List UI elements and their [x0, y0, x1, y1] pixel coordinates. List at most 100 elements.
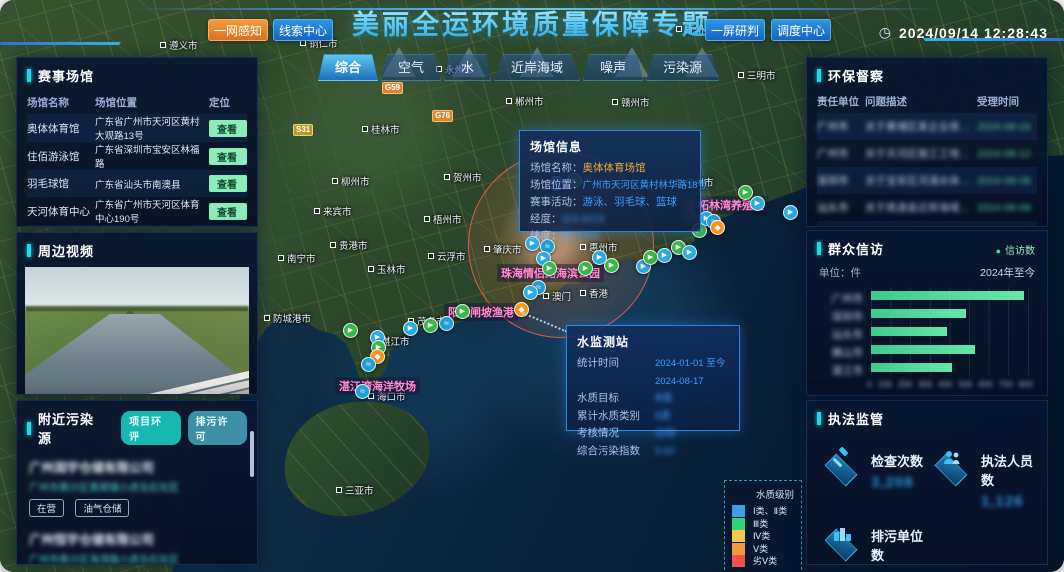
inspection-time: 2024-08-09 — [977, 174, 1031, 187]
map-marker-video-green[interactable]: ▶ — [343, 323, 358, 338]
map-site-label: 湛江湾海洋牧场 — [335, 377, 420, 395]
perception-button[interactable]: 一网感知 — [208, 19, 268, 41]
video-thumbnail[interactable] — [25, 267, 249, 394]
venues-panel: 赛事场馆 场馆名称 场馆位置 定位 奥体体育馆 广东省广州市天河区黄村大观路13… — [16, 57, 258, 227]
venue-row: 奥体体育馆 广东省广州市天河区黄村大观路13号 查看 — [27, 114, 247, 142]
petitions-panel-title: 群众信访 — [828, 242, 885, 257]
map-city-label: 肇庆市 — [484, 242, 522, 256]
stat-label: 排污单位数 — [871, 529, 924, 563]
map-marker-video-green[interactable]: ▶ — [738, 185, 753, 200]
pollution-panel-title: 附近污染源 — [37, 412, 94, 446]
clue-center-button[interactable]: 线索中心 — [273, 19, 333, 41]
map-marker-video-blue[interactable]: ▶ — [783, 205, 798, 220]
buildings-icon — [834, 528, 851, 541]
inspection-row[interactable]: 汕头市 关于南澳县近岸海域养殖污染问题的督察整改上报 2024-08-08 — [817, 194, 1037, 221]
venue-view-button[interactable]: 查看 — [209, 202, 247, 220]
water-popup-class: Ⅱ类 — [655, 409, 671, 422]
bar-category-label: 深圳市 — [831, 311, 864, 323]
map-city-label: 三亚市 — [336, 483, 374, 497]
map-marker-video-blue[interactable]: ▶ — [592, 250, 607, 265]
map-marker-swim[interactable]: ≈ — [355, 384, 370, 399]
map-city-label: 贺州市 — [444, 170, 482, 184]
stat-label: 执法人员数 — [981, 454, 1034, 488]
screen-judge-button[interactable]: 一屏研判 — [705, 19, 765, 41]
map-marker-video-blue[interactable]: ▶ — [682, 245, 697, 260]
pollution-item[interactable]: 广州润宇仓储有限公司 广州市南沙区黄阁镇小虎岛石化区 在营 油气仓储 — [17, 452, 257, 524]
map-marker-video-green[interactable]: ▶ — [455, 304, 470, 319]
venue-popup-activities: 游泳、羽毛球、篮球 — [582, 196, 678, 208]
map-marker-video-blue[interactable]: ▶ — [657, 248, 672, 263]
inspection-row[interactable]: 广州市 关于天河区施工工地噪声超标问题的群众投诉处理 2024-08-12 — [817, 140, 1037, 167]
col-venue-name: 场馆名称 — [27, 96, 69, 109]
water-popup-label: 水质目标 — [577, 392, 619, 404]
tab-air[interactable]: 空气 — [381, 54, 442, 81]
people-icon — [944, 451, 960, 464]
venues-table-header: 场馆名称 场馆位置 定位 — [27, 90, 247, 114]
map-marker-video-blue[interactable]: ▶ — [750, 196, 765, 211]
map-layer-tabs: 综合 空气 水 近岸海域 噪声 污染源 — [318, 54, 720, 81]
map-marker-swim[interactable]: ≈ — [439, 316, 454, 331]
map-marker-water[interactable]: ◆ — [514, 302, 529, 317]
video-sky — [25, 267, 249, 312]
pollution-company-address: 广州市南沙区海湾路小虎岛石化区 — [29, 555, 179, 565]
map-city-label: 梧州市 — [424, 212, 462, 226]
type-tag: 油气仓储 — [75, 499, 130, 517]
venue-location: 广东省深圳市宝安区林福路 — [95, 145, 200, 170]
map-marker-video-blue[interactable]: ▶ — [525, 236, 540, 251]
map-marker-video-blue[interactable]: ▶ — [403, 321, 418, 336]
venue-popup-latitude: 23.1315 — [561, 230, 600, 242]
inspection-time: 2024-08-08 — [977, 201, 1031, 214]
venue-row: 羽毛球馆 广东省汕头市南澳县 查看 — [27, 170, 247, 197]
water-popup-index: 0.62 — [655, 444, 676, 457]
venue-view-button[interactable]: 查看 — [209, 147, 247, 165]
title-bar-accent — [27, 421, 31, 435]
venue-location: 广东省广州市白云区风度路13号 — [95, 225, 205, 226]
permit-filter-button[interactable]: 排污许可 — [187, 411, 247, 445]
map-marker-swim[interactable]: ≈ — [361, 357, 376, 372]
map-marker-video-green[interactable]: ▶ — [542, 261, 557, 276]
petitions-panel: 群众信访 信访数 单位：件 2024年至今 广州市 深圳市 汕头市 佛山市 湛江… — [806, 230, 1048, 396]
map-marker-video-green[interactable]: ▶ — [643, 250, 658, 265]
scrollbar[interactable] — [250, 431, 254, 477]
map-marker-video-green[interactable]: ▶ — [578, 261, 593, 276]
col-unit: 责任单位 — [817, 96, 859, 108]
stat-inspection-count: 检查次数 3,208 — [821, 447, 931, 510]
map-city-label: 惠州市 — [580, 240, 618, 254]
map-marker-video-green[interactable]: ▶ — [604, 258, 619, 273]
bar-category-label: 汕头市 — [831, 329, 864, 341]
venue-view-button[interactable]: 查看 — [209, 175, 247, 192]
title-bar-accent — [27, 244, 31, 257]
venue-name: 天河体育中心 — [27, 205, 90, 218]
tab-water[interactable]: 水 — [444, 54, 492, 81]
map-city-label: 桂林市 — [362, 122, 400, 136]
tab-noise[interactable]: 噪声 — [583, 54, 644, 81]
venue-info-popup: 场馆信息 场馆名称： 奥体体育场馆 场馆位置： 广州市天河区黄村林华路18号 赛事活… — [519, 130, 707, 242]
inspection-table-header: 责任单位 问题描述 受理时间 — [817, 90, 1037, 113]
pollution-panel: 附近污染源 项目环评 排污许可 广州润宇仓储有限公司 广州市南沙区黄阁镇小虎岛石… — [16, 400, 258, 565]
map-marker-video-green[interactable]: ▶ — [423, 318, 438, 333]
inspection-unit: 深圳市 — [817, 175, 849, 187]
tab-comprehensive[interactable]: 综合 — [318, 54, 379, 81]
eia-filter-button[interactable]: 项目环评 — [121, 411, 181, 445]
venue-popup-longitude: 113.4213 — [561, 213, 605, 225]
inspection-row[interactable]: 深圳市 关于宝安区河涌水体异味问题的督察整改情况上报 2024-08-09 — [817, 167, 1037, 194]
inspection-row[interactable]: 广州市 关于黄埔区某企业夜间废气排放扰民问题的举报处理 2024-08-15 — [817, 113, 1037, 140]
datetime-display: ◷ 2024/09/14 12:28:43 — [879, 24, 1048, 41]
tab-pollution-source[interactable]: 污染源 — [646, 54, 720, 81]
legend-swatch — [732, 505, 745, 518]
legend-title: 水质级别 — [755, 490, 794, 501]
map-marker-water[interactable]: ◆ — [710, 220, 725, 235]
water-station-popup: 水监测站 统计时间 2024-01-01 至今 2024-08-17 水质目标 Ⅲ类… — [566, 325, 740, 457]
inspection-row[interactable]: 广州市 关于白云区某工业园区废水直排问题上报处理情况 2024-08-05 — [817, 221, 1037, 226]
tab-coastal-waters[interactable]: 近岸海域 — [494, 54, 581, 81]
inspection-panel-title: 环保督察 — [828, 69, 885, 84]
water-popup-title: 水监测站 — [577, 335, 630, 349]
dispatch-center-button[interactable]: 调度中心 — [771, 19, 831, 41]
water-popup-time: 2024-01-01 至今 2024-08-17 — [655, 358, 726, 387]
venue-view-button[interactable]: 查看 — [209, 119, 247, 137]
map-marker-video-blue[interactable]: ▶ — [523, 285, 538, 300]
pollution-item[interactable]: 广州恒宇仓储有限公司 广州市南沙区海湾路小虎岛石化区 在营 油气仓储 — [17, 524, 257, 565]
datetime-text: 2024/09/14 12:28:43 — [899, 24, 1048, 41]
title-bar-accent — [817, 242, 821, 255]
venue-row: 住佰游泳馆 广东省深圳市宝安区林福路 查看 — [27, 142, 247, 170]
